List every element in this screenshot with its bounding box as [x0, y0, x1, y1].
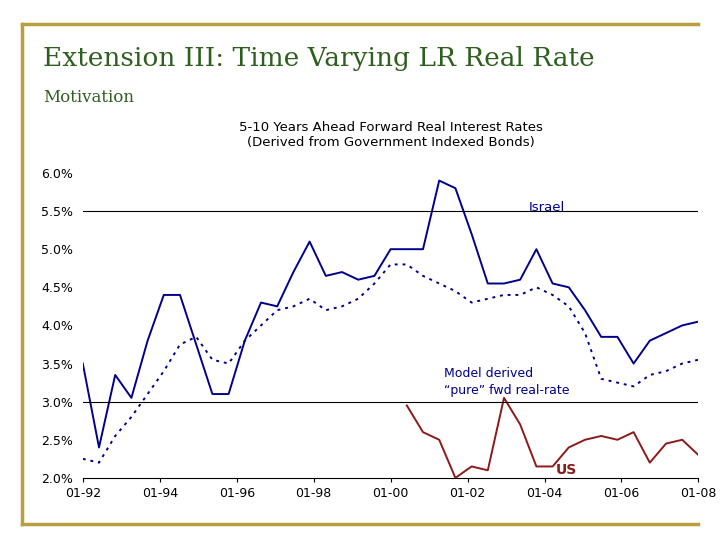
Text: US: US: [556, 463, 577, 477]
Title: 5-10 Years Ahead Forward Real Interest Rates
(Derived from Government Indexed Bo: 5-10 Years Ahead Forward Real Interest R…: [238, 120, 543, 148]
Text: Model derived
“pure” fwd real-rate: Model derived “pure” fwd real-rate: [444, 367, 570, 397]
Text: Israel: Israel: [529, 201, 565, 214]
Text: Motivation: Motivation: [43, 89, 134, 106]
Text: Extension III: Time Varying LR Real Rate: Extension III: Time Varying LR Real Rate: [43, 46, 595, 71]
